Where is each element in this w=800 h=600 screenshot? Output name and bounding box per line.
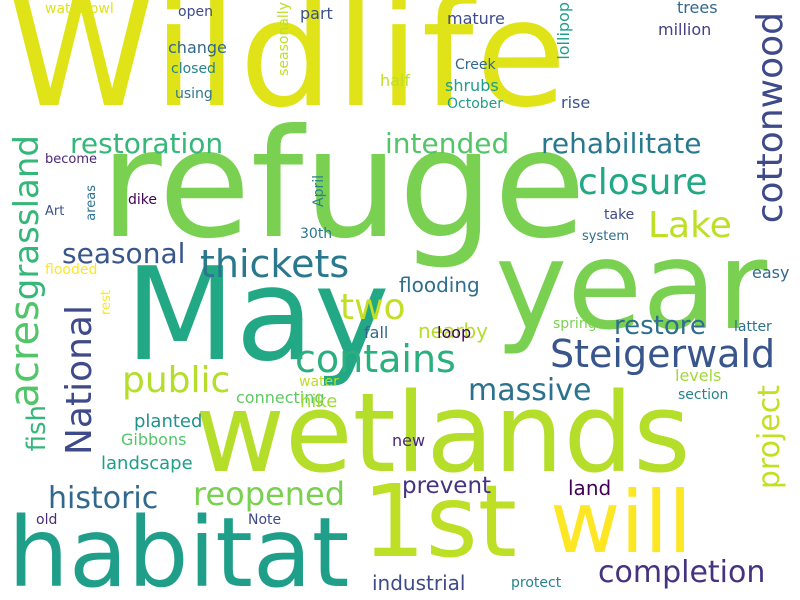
word: connecting	[236, 388, 325, 407]
word: massive	[468, 373, 592, 408]
word: reopened	[193, 475, 345, 513]
word: seasonal	[62, 237, 186, 270]
word: fish	[22, 405, 52, 452]
word: rest	[99, 290, 114, 315]
word: loop	[437, 323, 472, 342]
word: Art	[45, 204, 65, 219]
word: areas	[84, 185, 99, 221]
word: section	[678, 387, 729, 403]
word: system	[582, 229, 629, 244]
word: closed	[171, 61, 216, 77]
word: April	[311, 175, 327, 207]
word: Creek	[455, 57, 496, 73]
word: part	[300, 4, 333, 23]
word: historic	[48, 481, 159, 516]
word: year	[495, 215, 768, 357]
word: intended	[385, 127, 510, 160]
word: contains	[295, 337, 456, 381]
word: become	[45, 152, 98, 167]
word: closure	[578, 162, 708, 203]
word: latter	[734, 319, 772, 335]
word: public	[122, 360, 231, 401]
word: using	[175, 86, 213, 102]
word: flooded	[45, 262, 98, 278]
word: acres	[2, 300, 48, 408]
word: old	[36, 512, 58, 528]
word: change	[168, 38, 227, 57]
word: planted	[134, 411, 203, 432]
word: restore	[614, 311, 706, 341]
word: grassland	[7, 135, 47, 301]
word: Gibbons	[121, 430, 187, 449]
word: nearby	[418, 319, 488, 343]
word: fall	[364, 323, 389, 342]
word: protect	[511, 575, 562, 591]
word: Note	[248, 512, 282, 528]
word: refuge	[100, 98, 587, 272]
word: restoration	[70, 127, 224, 160]
word: half	[380, 71, 411, 90]
word: two	[340, 287, 406, 328]
word: mature	[447, 9, 505, 28]
word: take	[604, 207, 635, 223]
word: Steigerwald	[550, 332, 776, 376]
word: new	[392, 431, 426, 450]
word: completion	[598, 555, 766, 590]
word: rise	[561, 93, 591, 112]
word: easy	[752, 263, 790, 282]
word: spring	[553, 316, 597, 332]
word: 1st	[362, 463, 517, 580]
word: National	[59, 305, 100, 456]
word: project	[752, 385, 787, 490]
word: prevent	[402, 473, 492, 499]
word: October	[447, 96, 504, 112]
word: water	[299, 374, 339, 390]
word: hike	[300, 391, 338, 412]
word: lollipop	[554, 2, 573, 60]
word: flooding	[399, 273, 480, 297]
word: million	[658, 20, 712, 39]
word: cottonwood	[750, 12, 791, 224]
word: waterfowl	[45, 1, 114, 17]
word: May	[125, 241, 390, 390]
word: 30th	[300, 226, 333, 242]
word: open	[178, 4, 213, 20]
word: seasonally	[276, 2, 292, 76]
word: industrial	[372, 571, 466, 595]
word: shrubs	[445, 76, 499, 95]
word: Lake	[648, 205, 732, 246]
word: land	[568, 476, 612, 500]
word: thickets	[200, 242, 350, 286]
word: dike	[128, 192, 157, 208]
word: will	[550, 473, 693, 573]
word: Wildlife	[8, 0, 569, 140]
word: levels	[675, 366, 722, 385]
word: rehabilitate	[541, 127, 702, 160]
word: habitat	[8, 497, 350, 600]
word: trees	[677, 0, 718, 17]
word: wetlands	[195, 369, 691, 497]
word: landscape	[101, 453, 193, 474]
